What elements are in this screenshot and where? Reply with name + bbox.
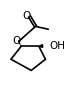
Text: OH: OH	[49, 41, 65, 51]
Polygon shape	[39, 44, 43, 47]
Text: O: O	[22, 11, 30, 21]
Text: O: O	[12, 36, 20, 46]
